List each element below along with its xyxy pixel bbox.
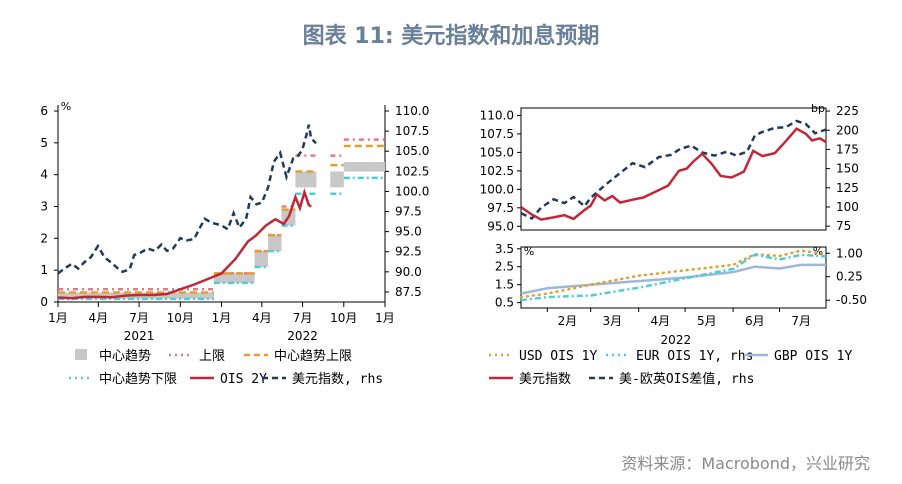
y2-tick-label: 150 (836, 162, 859, 176)
y-tick-label: 0.5 (495, 296, 514, 310)
y-tick-label: 110.0 (480, 108, 514, 122)
legend-label: 美-欧英OIS差值, rhs (619, 371, 754, 387)
legend-label: 美元指数 (519, 372, 571, 387)
y2-tick-label: 100 (836, 200, 859, 214)
y-tick-label: 1.5 (495, 278, 514, 292)
y2-tick-label: 125 (836, 181, 859, 195)
year-label-2022: 2022 (287, 329, 318, 343)
y-tick-label: 102.5 (480, 164, 514, 178)
y2-tick-label: 90.0 (395, 265, 422, 279)
usd-ois-line (519, 249, 828, 299)
y-tick-label: 1 (40, 263, 48, 277)
y2-tick-label: 75 (836, 219, 851, 233)
y2-tick-label: 200 (836, 123, 859, 137)
center-trend-band (343, 161, 385, 172)
y-tick-label: 0 (40, 295, 48, 309)
legend-label: 美元指数, rhs (292, 372, 383, 387)
y2-tick-label: 110.0 (395, 104, 429, 118)
x-tick-label: 10月 (167, 311, 194, 325)
legend-label: 中心趋势下限 (99, 371, 177, 387)
y2-tick-label: 87.5 (395, 285, 422, 299)
bottom-left-unit: % (524, 245, 534, 258)
x-tick-label: 5月 (697, 314, 717, 328)
x-tick-label: 4月 (88, 311, 108, 325)
x-tick-label: 7月 (293, 311, 313, 325)
bottom-panel-frame (520, 246, 827, 309)
x-tick-label: 4月 (651, 314, 671, 328)
legend-label: EUR OIS 1Y, rhs (636, 349, 753, 364)
left-y-unit: % (61, 100, 71, 113)
y2-tick-label: -0.50 (836, 293, 867, 307)
y2-tick-label: 102.5 (395, 164, 429, 178)
x-tick-label: 4月 (252, 311, 272, 325)
x-tick-label: 10月 (330, 311, 357, 325)
x-tick-label: 1月 (375, 311, 395, 325)
x-tick-label: 7月 (791, 314, 811, 328)
dxy-line (57, 124, 317, 275)
y2-tick-label: 1.00 (836, 246, 863, 260)
y2-tick-label: 95.0 (395, 225, 422, 239)
y2-tick-label: 225 (836, 104, 859, 118)
left-chart: % 0 1 2 3 4 5 6 87.5 90.0 92.5 95.0 97.5 100.0 102.5 10… (40, 100, 429, 387)
center-trend-band (295, 171, 317, 188)
x-tick-label: 6月 (745, 314, 765, 328)
y-tick-label: 105.0 (480, 145, 514, 159)
legend-swatch (75, 349, 87, 360)
y-tick-label: 3.5 (495, 242, 514, 256)
legend-label: OIS 2Y (220, 372, 267, 387)
ois-spread-line (520, 119, 827, 221)
center-trend-band (254, 251, 269, 267)
x-tick-label: 7月 (129, 311, 149, 325)
center-trend-band (330, 171, 344, 188)
legend-label: 上限 (199, 349, 225, 364)
legend-label: GBP OIS 1Y (774, 349, 852, 364)
top-panel-frame (520, 107, 827, 231)
y2-tick-label: 92.5 (395, 245, 422, 259)
y2-tick-label: 107.5 (395, 124, 429, 138)
y-tick-label: 4 (40, 168, 48, 182)
y-tick-label: 97.5 (487, 201, 514, 215)
source-note: 资料来源：Macrobond，兴业研究 (621, 454, 870, 473)
bottom-right-unit: % (813, 245, 823, 258)
y-tick-label: 107.5 (480, 127, 514, 141)
top-right-unit: bp (811, 102, 825, 115)
center-trend-band (268, 235, 282, 252)
y2-tick-label: 100.0 (395, 184, 429, 198)
x-tick-label: 1月 (212, 311, 232, 325)
y-tick-label: 3 (40, 200, 48, 214)
y-tick-label: 6 (40, 104, 48, 118)
x-tick-label: 3月 (603, 314, 623, 328)
y2-tick-label: 175 (836, 142, 859, 156)
year-label-2021: 2021 (124, 329, 155, 343)
center-trend-band (213, 273, 255, 283)
year-label-2022: 2022 (661, 333, 692, 347)
y-tick-label: 95.0 (487, 219, 514, 233)
x-tick-label: 1月 (48, 311, 68, 325)
y-tick-label: 2.5 (495, 260, 514, 274)
gbp-ois-line (520, 263, 826, 295)
y-tick-label: 2 (40, 231, 48, 245)
page-title: 图表 11: 美元指数和加息预期 (302, 24, 600, 49)
eur-ois-line (520, 253, 827, 302)
y2-tick-label: 105.0 (395, 144, 429, 158)
y-tick-label: 5 (40, 136, 48, 150)
x-tick-label: 2月 (558, 314, 578, 328)
y2-tick-label: 97.5 (395, 205, 422, 219)
legend-label: 中心趋势上限 (274, 348, 352, 364)
ois-2y-line (57, 188, 312, 300)
legend-label: 中心趋势 (99, 348, 151, 364)
y2-tick-label: 0.25 (836, 270, 863, 284)
y-tick-label: 100.0 (480, 182, 514, 196)
legend-label: USD OIS 1Y (519, 349, 597, 364)
right-chart: 95.0 97.5 100.0 102.5 105.0 107.5 110.0 75 100 12… (480, 102, 867, 387)
dxy-line (520, 127, 827, 221)
